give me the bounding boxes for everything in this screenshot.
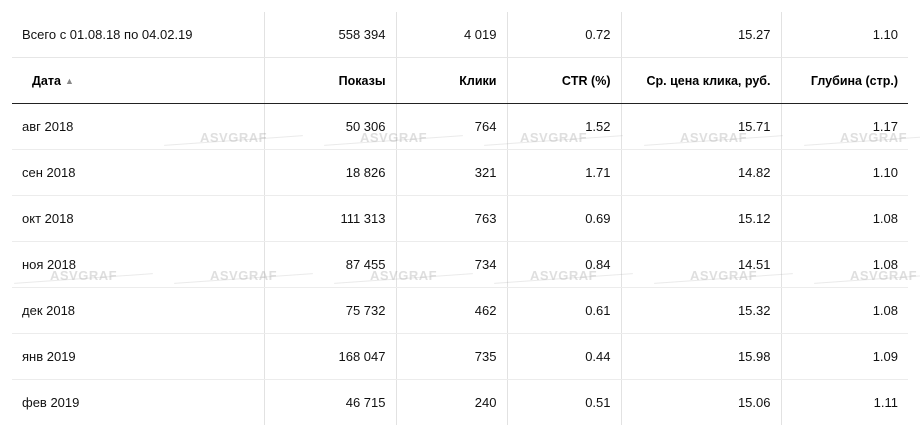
header-row: Дата ▲ Показы Клики CTR (%) Ср. цена клик…: [12, 57, 908, 104]
cell-ctr: 1.52: [507, 103, 622, 150]
cell-shows: 18 826: [264, 149, 397, 196]
cell-clicks: 462: [396, 287, 508, 334]
cell-date: авг 2018: [12, 103, 265, 150]
cell-clicks: 763: [396, 195, 508, 242]
summary-cpc: 15.27: [621, 12, 782, 58]
table-row: янв 2019 168 047 735 0.44 15.98 1.09: [12, 333, 908, 380]
column-header-shows[interactable]: Показы: [264, 57, 397, 104]
cell-cpc: 15.12: [621, 195, 782, 242]
cell-depth: 1.08: [781, 287, 908, 334]
summary-ctr: 0.72: [507, 12, 622, 58]
summary-depth: 1.10: [781, 12, 908, 58]
cell-cpc: 15.06: [621, 379, 782, 425]
cell-ctr: 0.44: [507, 333, 622, 380]
cell-clicks: 735: [396, 333, 508, 380]
sort-ascending-icon[interactable]: ▲: [64, 75, 74, 86]
table-row: дек 2018 75 732 462 0.61 15.32 1.08: [12, 287, 908, 334]
cell-depth: 1.09: [781, 333, 908, 380]
cell-depth: 1.10: [781, 149, 908, 196]
column-header-depth[interactable]: Глубина (стр.): [781, 57, 908, 104]
summary-row: Всего с 01.08.18 по 04.02.19 558 394 4 0…: [12, 12, 908, 58]
cell-clicks: 764: [396, 103, 508, 150]
cell-shows: 111 313: [264, 195, 397, 242]
cell-shows: 168 047: [264, 333, 397, 380]
table-row: авг 2018 50 306 764 1.52 15.71 1.17: [12, 103, 908, 150]
cell-shows: 46 715: [264, 379, 397, 425]
table-row: фев 2019 46 715 240 0.51 15.06 1.11: [12, 379, 908, 425]
cell-date: сен 2018: [12, 149, 265, 196]
cell-ctr: 1.71: [507, 149, 622, 196]
cell-date: фев 2019: [12, 379, 265, 425]
summary-clicks: 4 019: [396, 12, 508, 58]
cell-date: окт 2018: [12, 195, 265, 242]
cell-cpc: 14.51: [621, 241, 782, 288]
cell-date: янв 2019: [12, 333, 265, 380]
cell-cpc: 15.32: [621, 287, 782, 334]
cell-clicks: 734: [396, 241, 508, 288]
cell-cpc: 15.98: [621, 333, 782, 380]
column-header-clicks[interactable]: Клики: [396, 57, 508, 104]
cell-ctr: 0.69: [507, 195, 622, 242]
cell-date: дек 2018: [12, 287, 265, 334]
column-header-date[interactable]: Дата ▲: [12, 57, 265, 104]
cell-shows: 75 732: [264, 287, 397, 334]
cell-depth: 1.08: [781, 241, 908, 288]
statistics-table: Всего с 01.08.18 по 04.02.19 558 394 4 0…: [12, 12, 908, 425]
cell-shows: 50 306: [264, 103, 397, 150]
cell-clicks: 240: [396, 379, 508, 425]
cell-ctr: 0.61: [507, 287, 622, 334]
table-row: ноя 2018 87 455 734 0.84 14.51 1.08: [12, 241, 908, 288]
summary-label: Всего с 01.08.18 по 04.02.19: [12, 12, 265, 58]
cell-depth: 1.08: [781, 195, 908, 242]
cell-depth: 1.11: [873, 395, 898, 410]
cell-cpc: 14.82: [621, 149, 782, 196]
cell-clicks: 321: [396, 149, 508, 196]
cell-ctr: 0.84: [507, 241, 622, 288]
column-header-cpc[interactable]: Ср. цена клика, руб.: [621, 57, 782, 104]
data-rows: авг 2018 50 306 764 1.52 15.71 1.17 сен 2018 18…: [12, 103, 908, 425]
cell-cpc: 15.71: [621, 103, 782, 150]
summary-shows: 558 394: [264, 12, 397, 58]
cell-depth: 1.17: [781, 103, 908, 150]
column-header-ctr[interactable]: CTR (%): [507, 57, 622, 104]
column-header-date-label: Дата: [32, 73, 61, 88]
cell-shows: 87 455: [264, 241, 397, 288]
cell-ctr: 0.51: [507, 379, 622, 425]
table-row: окт 2018 111 313 763 0.69 15.12 1.08: [12, 195, 908, 242]
table-row: сен 2018 18 826 321 1.71 14.82 1.10: [12, 149, 908, 196]
cell-date: ноя 2018: [12, 241, 265, 288]
